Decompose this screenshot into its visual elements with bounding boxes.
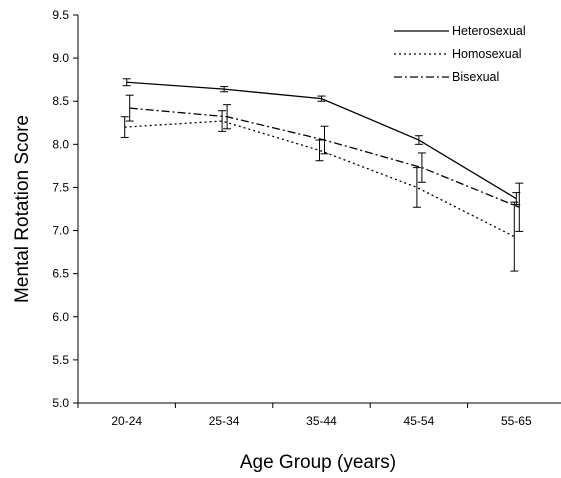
chart-series — [120, 78, 524, 272]
series-heterosexual — [122, 78, 521, 206]
y-tick-label: 8.5 — [52, 94, 69, 108]
x-axis-title: Age Group (years) — [240, 452, 396, 473]
y-tick-label: 9.0 — [52, 51, 69, 65]
series-line — [129, 107, 520, 208]
legend-label: Homosexual — [452, 47, 521, 61]
y-tick-label: 8.0 — [52, 137, 69, 151]
y-tick-label: 5.5 — [52, 353, 69, 367]
x-tick-label: 55-65 — [501, 414, 532, 428]
series-bisexual — [125, 94, 524, 232]
y-tick-label: 7.0 — [52, 224, 69, 238]
y-tick-label: 6.5 — [52, 267, 69, 281]
series-line — [124, 120, 515, 238]
series-homosexual — [120, 110, 519, 272]
legend-label: Bisexual — [452, 70, 499, 84]
y-tick-label: 9.5 — [52, 8, 69, 22]
chart-axes: 5.0 5.5 6.0 6.5 7.0 7.5 8.0 8.5 9.0 9.5 20-24 25-34… — [52, 8, 561, 428]
x-tick-label: 35-44 — [306, 414, 337, 428]
y-axis-title: Mental Rotation Score — [12, 115, 33, 303]
legend-label: Heterosexual — [452, 24, 526, 38]
chart-legend: Heterosexual Homosexual Bisexual — [394, 24, 526, 84]
x-tick-label: 25-34 — [209, 414, 240, 428]
y-tick-label: 5.0 — [52, 396, 69, 410]
y-tick-label: 7.5 — [52, 180, 69, 194]
x-tick-label: 45-54 — [404, 414, 435, 428]
y-tick-label: 6.0 — [52, 310, 69, 324]
x-tick-label: 20-24 — [111, 414, 142, 428]
